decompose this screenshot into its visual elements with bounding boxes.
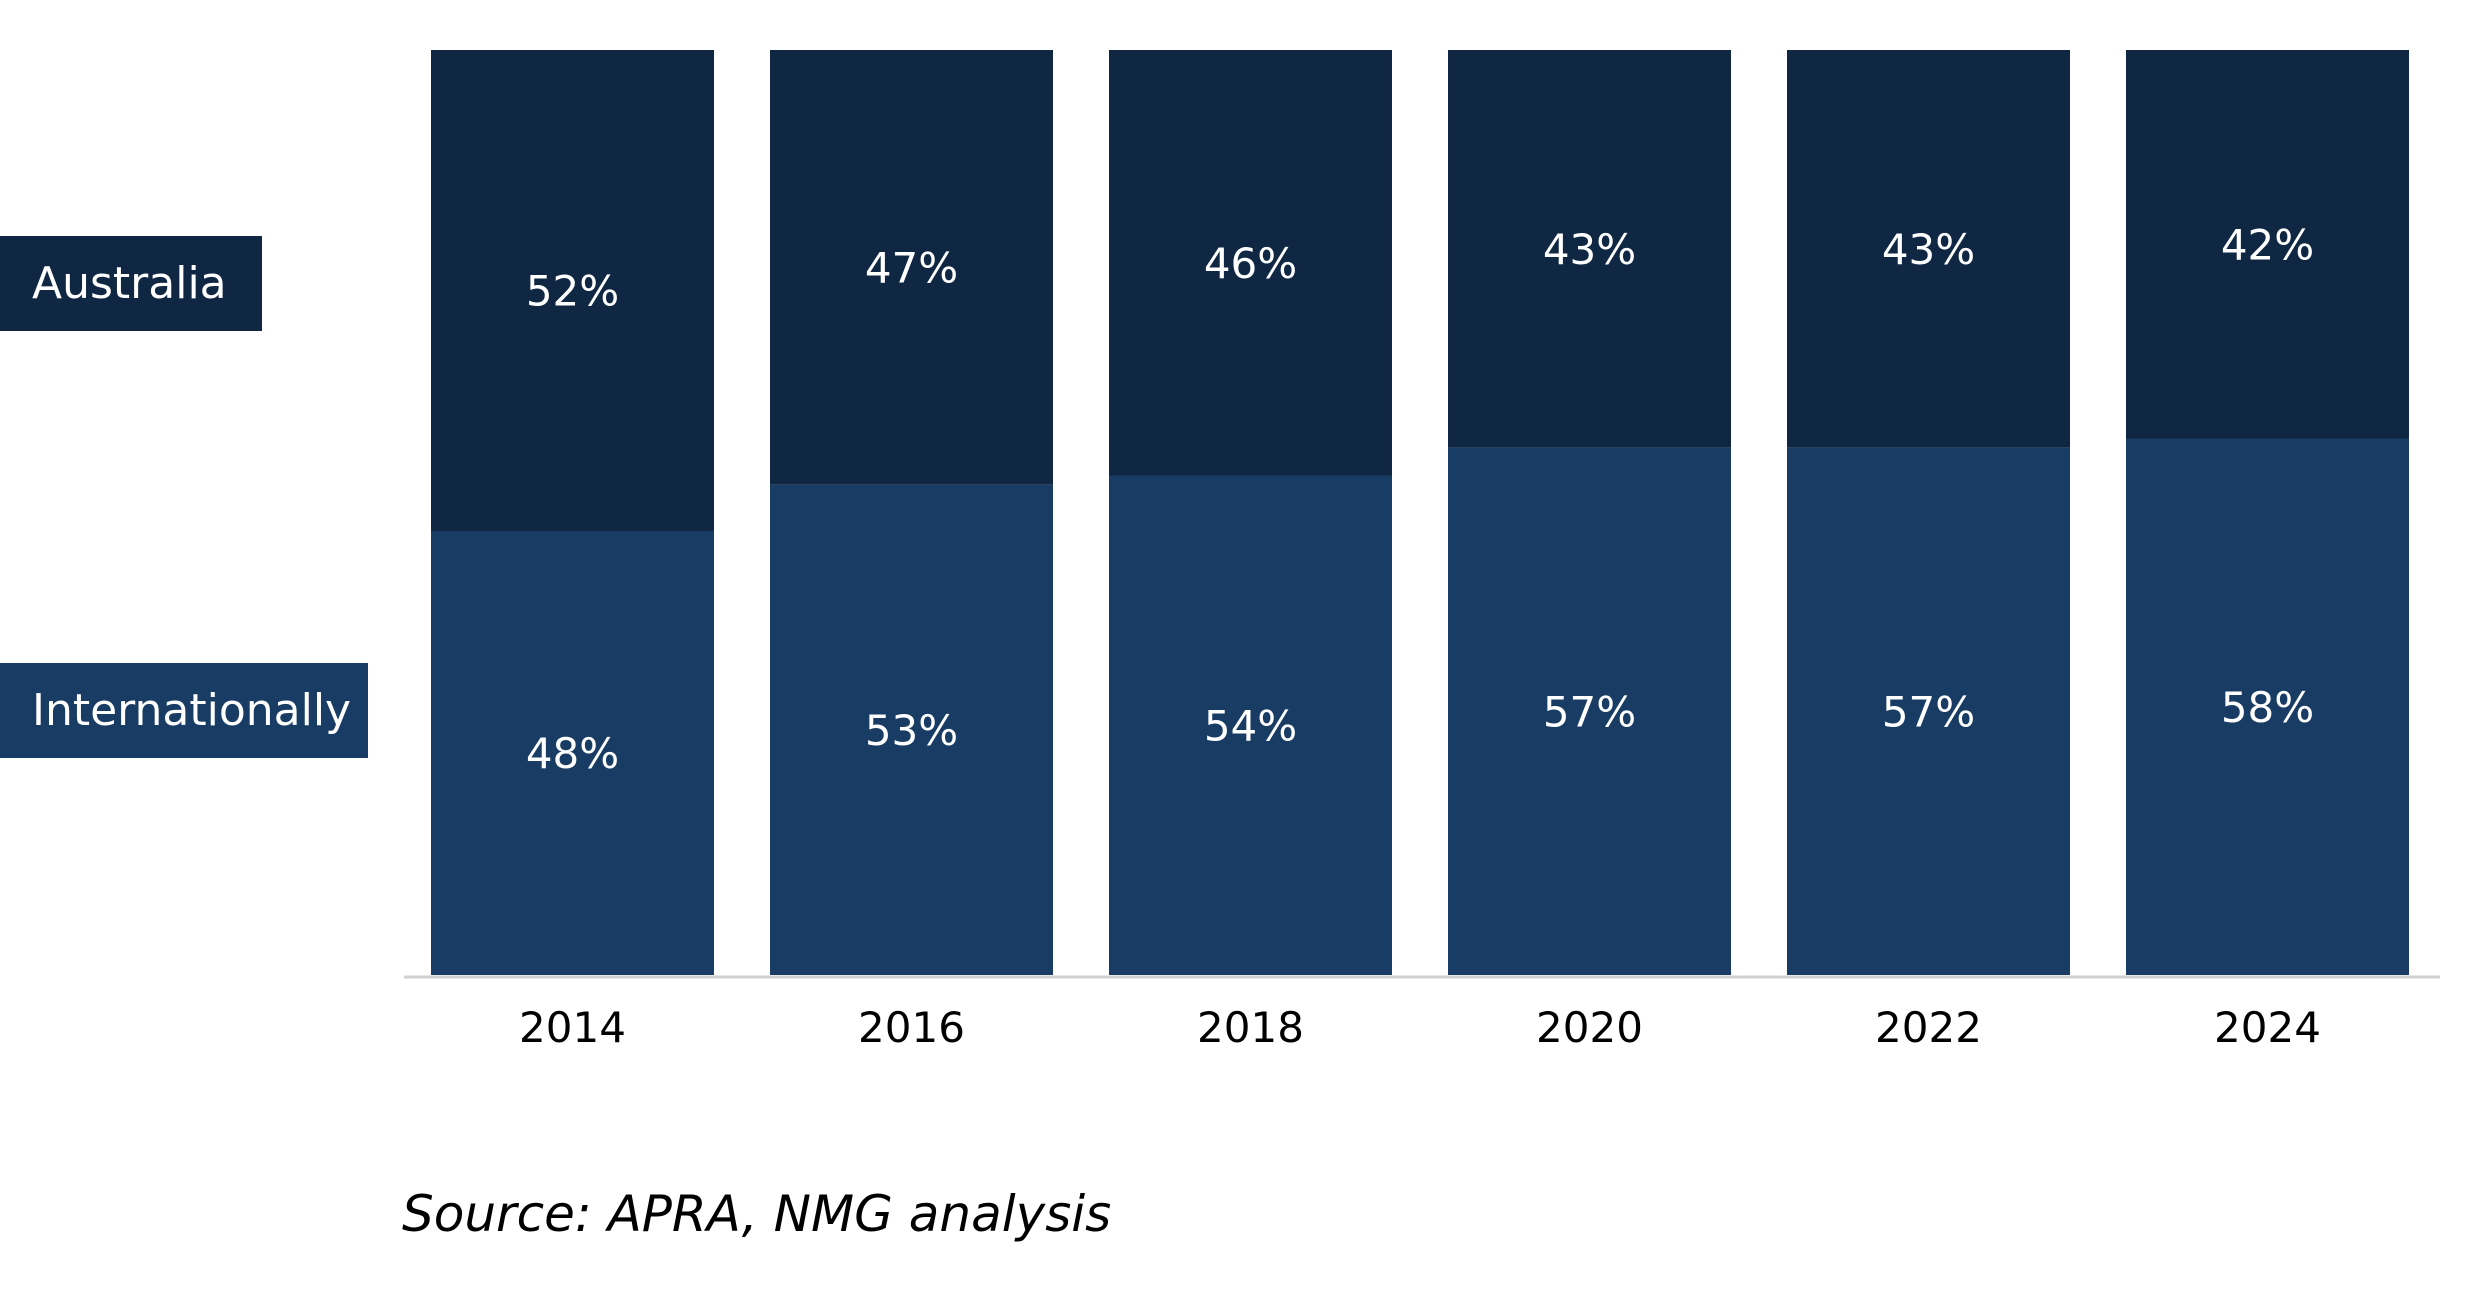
data-label-australia-2014: 52% [526, 267, 619, 316]
source-note: Source: APRA, NMG analysis [402, 1185, 1112, 1243]
bar-internationally-2024 [2126, 438, 2409, 975]
x-tick-label-2022: 2022 [1875, 1003, 1982, 1052]
bar-australia-2014 [431, 50, 714, 531]
bar-australia-2016 [770, 50, 1053, 485]
data-label-australia-2022: 43% [1882, 225, 1975, 274]
data-label-australia-2018: 46% [1204, 239, 1297, 288]
bar-internationally-2022 [1787, 447, 2070, 975]
data-label-internationally-2022: 57% [1882, 687, 1975, 736]
data-label-australia-2020: 43% [1543, 225, 1636, 274]
data-label-internationally-2024: 58% [2221, 683, 2314, 732]
bar-australia-2022 [1787, 50, 2070, 448]
data-label-internationally-2018: 54% [1204, 701, 1297, 750]
x-tick-label-2024: 2024 [2214, 1003, 2321, 1052]
x-tick-label-2014: 2014 [519, 1003, 626, 1052]
legend-label-internationally: Internationally [32, 685, 352, 736]
legend-australia: Australia [0, 236, 262, 331]
data-label-internationally-2016: 53% [865, 706, 958, 755]
bar-internationally-2016 [770, 484, 1053, 975]
bar-internationally-2018 [1109, 475, 1392, 975]
x-tick-label-2016: 2016 [858, 1003, 965, 1052]
data-label-internationally-2014: 48% [526, 729, 619, 778]
data-label-australia-2016: 47% [865, 243, 958, 292]
bar-internationally-2020 [1448, 447, 1731, 975]
bar-internationally-2014 [431, 531, 714, 975]
x-tick-label-2020: 2020 [1536, 1003, 1643, 1052]
bar-australia-2020 [1448, 50, 1731, 448]
data-label-australia-2024: 42% [2221, 220, 2314, 269]
x-tick-label-2018: 2018 [1197, 1003, 1304, 1052]
bar-australia-2018 [1109, 50, 1392, 476]
bar-australia-2024 [2126, 50, 2409, 439]
legend-label-australia: Australia [32, 258, 227, 309]
legend-internationally: Internationally [0, 663, 368, 758]
data-label-internationally-2020: 57% [1543, 687, 1636, 736]
